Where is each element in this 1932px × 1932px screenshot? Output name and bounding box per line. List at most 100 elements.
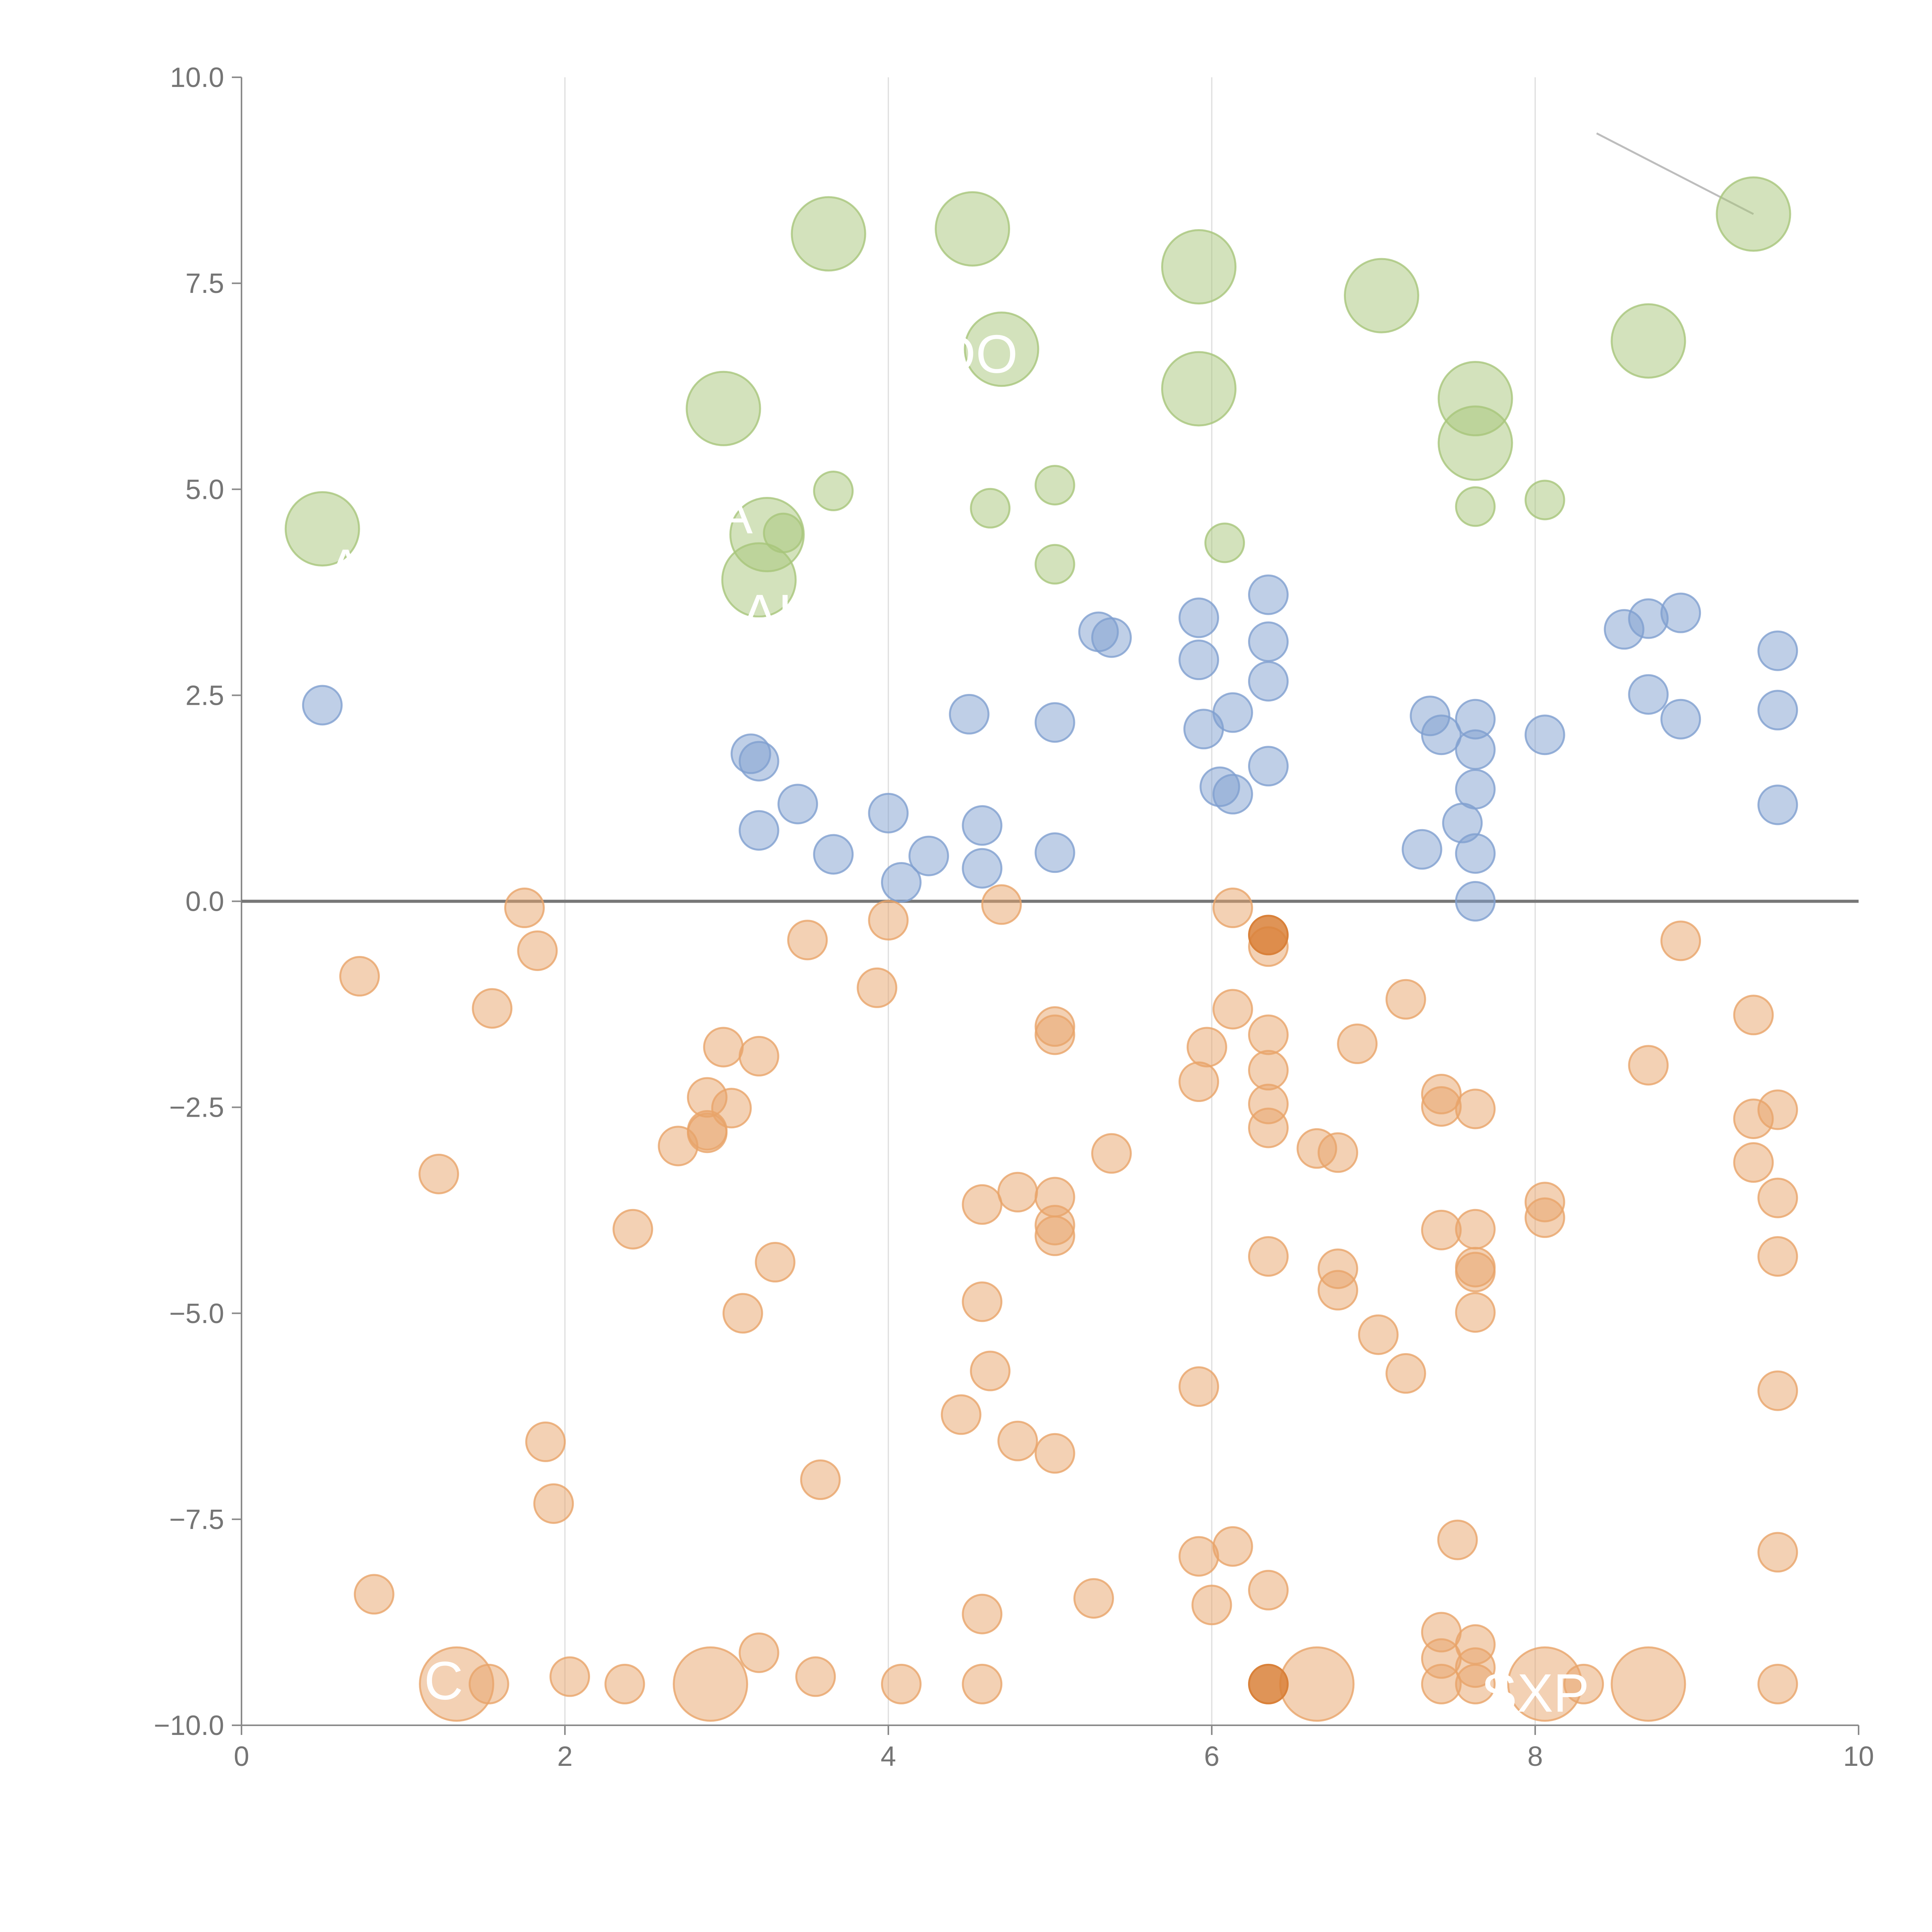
bubble-label: C <box>424 1650 463 1711</box>
orange-bubble <box>857 967 898 1008</box>
orange-bubble <box>1034 1014 1075 1055</box>
green-bubble <box>791 196 866 272</box>
orange-bubble <box>1248 1570 1289 1611</box>
orange-bubble <box>1421 1663 1462 1704</box>
green-bubble <box>1161 229 1237 304</box>
y-tick-label: 10.0 <box>170 62 224 93</box>
orange-bubble <box>962 1184 1003 1225</box>
blue-bubble <box>962 848 1003 889</box>
orange-bubble <box>1358 1314 1399 1355</box>
y-tick-label: 0.0 <box>185 886 224 917</box>
bubble-labels: X DO A AI Al SXP C <box>327 196 1589 1723</box>
blue-bubble <box>1757 630 1798 671</box>
x-tick-label: 8 <box>1527 1741 1543 1772</box>
orange-bubble <box>738 1036 779 1077</box>
blue-bubble <box>302 685 343 726</box>
bubble-label: X <box>1008 196 1044 257</box>
orange-bubble <box>1091 1133 1132 1174</box>
orange-bubble <box>1212 1526 1253 1567</box>
blue-bubble <box>962 805 1003 846</box>
orange-bubble <box>1507 1646 1583 1722</box>
green-bubble <box>1344 258 1419 333</box>
orange-bubble <box>1757 1177 1798 1218</box>
orange-bubble <box>755 1242 796 1283</box>
orange-bubble <box>1455 1209 1496 1250</box>
orange-bubble <box>419 1646 495 1722</box>
orange-bubble <box>997 1172 1038 1213</box>
data-points <box>284 176 1798 1722</box>
orange-bubble <box>962 1594 1003 1634</box>
green-bubble <box>964 311 1039 387</box>
blue-bubble <box>738 741 779 782</box>
blue-bubble <box>1455 769 1496 810</box>
green-bubble <box>1611 303 1686 379</box>
x-tick-label: 4 <box>881 1741 896 1772</box>
orange-bubble <box>1628 1045 1669 1086</box>
blue-bubble <box>908 835 949 876</box>
blue-bubble <box>1248 746 1289 787</box>
green-bubble <box>721 542 797 618</box>
blue-bubble <box>1401 829 1442 870</box>
orange-bubble <box>1317 1270 1358 1311</box>
bubble-label: AI <box>742 583 793 644</box>
y-tick-label: −10.0 <box>154 1710 224 1741</box>
y-tick-label: 7.5 <box>185 268 224 299</box>
x-tick-label: 2 <box>557 1741 573 1772</box>
green-bubble <box>935 191 1010 267</box>
orange-bubble <box>1337 1023 1378 1064</box>
blue-bubble <box>1034 832 1075 873</box>
bubble-label: DO <box>937 323 1018 384</box>
dark-bubble <box>1248 915 1289 956</box>
orange-bubble <box>1455 1252 1496 1293</box>
bubble-label: Al <box>327 538 375 599</box>
blue-bubble <box>881 862 922 903</box>
orange-bubble <box>962 1663 1003 1704</box>
green-bubble <box>284 491 360 567</box>
orange-bubble <box>738 1632 779 1673</box>
x-tick-label: 0 <box>234 1741 249 1772</box>
orange-bubble <box>418 1153 459 1194</box>
y-tick-label: −2.5 <box>169 1092 224 1123</box>
orange-bubble <box>612 1209 653 1250</box>
orange-bubble <box>1317 1132 1358 1173</box>
green-bubble <box>763 512 804 553</box>
orange-bubble <box>354 1574 395 1615</box>
orange-bubble <box>1757 1370 1798 1411</box>
orange-bubble <box>1073 1578 1114 1619</box>
orange-bubble <box>1186 1027 1227 1068</box>
orange-bubble <box>1212 888 1253 929</box>
blue-bubble <box>1248 621 1289 662</box>
orange-bubble <box>1212 989 1253 1030</box>
orange-bubble <box>1733 995 1774 1036</box>
y-tick-label: −7.5 <box>169 1504 224 1535</box>
blue-bubble <box>1212 692 1253 733</box>
orange-bubble <box>1385 1353 1426 1394</box>
blue-bubble <box>1455 881 1496 922</box>
blue-bubble <box>1455 833 1496 874</box>
green-bubble <box>1034 544 1075 585</box>
y-tick-label: −5.0 <box>169 1298 224 1329</box>
orange-bubble <box>1421 1209 1462 1250</box>
orange-bubble <box>673 1646 748 1722</box>
orange-bubble <box>981 884 1022 925</box>
orange-bubble <box>1455 1663 1496 1704</box>
orange-bubble <box>1757 1089 1798 1130</box>
orange-bubble <box>1191 1585 1232 1626</box>
orange-bubble <box>1421 1086 1462 1127</box>
green-bubble <box>1455 486 1496 527</box>
orange-bubble <box>1034 1215 1075 1256</box>
orange-bubble <box>1279 1646 1355 1722</box>
blue-bubble <box>1248 661 1289 702</box>
orange-bubble <box>881 1663 922 1704</box>
orange-bubble <box>1733 1142 1774 1183</box>
orange-bubble <box>868 900 909 941</box>
orange-bubble <box>711 1088 752 1129</box>
green-bubble <box>1437 405 1513 481</box>
blue-bubble <box>777 784 818 825</box>
orange-bubble <box>703 1027 744 1068</box>
blue-bubble <box>1179 639 1219 680</box>
blue-bubble <box>1179 597 1219 638</box>
blue-bubble <box>1757 690 1798 731</box>
orange-bubble <box>1179 1366 1219 1407</box>
